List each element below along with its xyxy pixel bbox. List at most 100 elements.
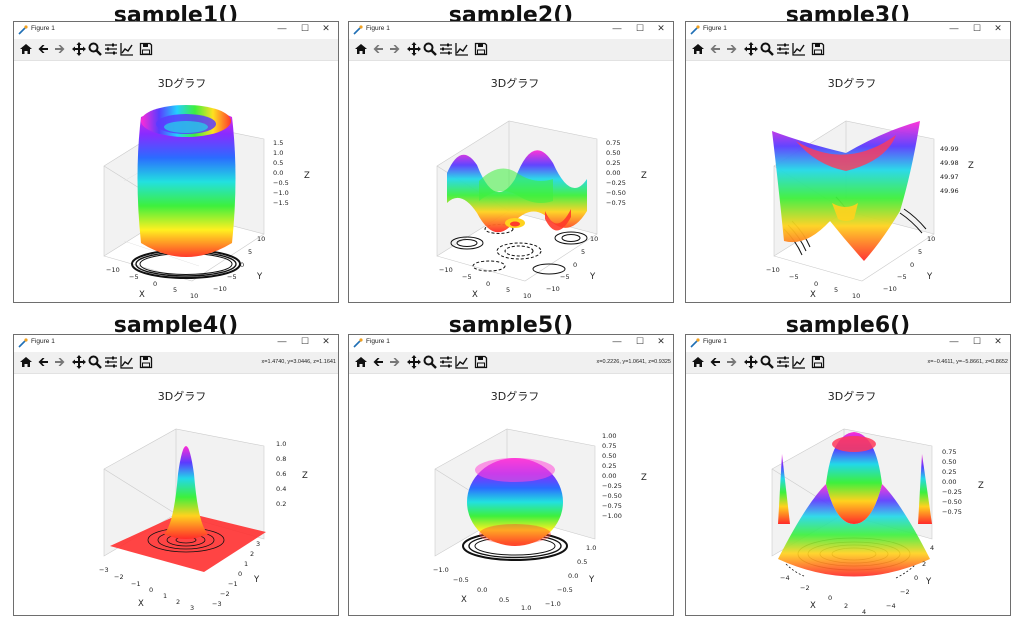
edit-axis-icon[interactable] [791,354,807,370]
forward-arrow-icon[interactable] [387,41,403,57]
minimize-button[interactable]: — [612,23,622,33]
pan-icon[interactable] [71,41,87,57]
maximize-button[interactable]: ☐ [300,23,310,33]
pan-icon[interactable] [71,354,87,370]
close-button[interactable]: ✕ [657,336,665,346]
pan-icon[interactable] [406,41,422,57]
close-button[interactable]: ✕ [322,23,330,33]
x-tick: 2 [176,598,180,606]
pan-icon[interactable] [406,354,422,370]
edit-axis-icon[interactable] [791,41,807,57]
close-button[interactable]: ✕ [994,23,1002,33]
window-titlebar[interactable]: Figure 1 — ☐ ✕ [14,22,338,39]
y-tick: −5 [227,273,237,281]
pan-icon[interactable] [743,354,759,370]
zoom-icon[interactable] [87,41,103,57]
home-icon[interactable] [353,354,369,370]
z-tick: −1.00 [602,512,622,520]
save-icon[interactable] [138,354,154,370]
torus-surface [137,105,236,257]
window-title: Figure 1 [31,25,55,32]
back-arrow-icon[interactable] [35,354,51,370]
configure-subplots-icon[interactable] [775,354,791,370]
navigation-toolbar: x=1.4740, y=3.0446, z=1.1641 [14,352,338,374]
minimize-button[interactable]: — [949,23,959,33]
maximize-button[interactable]: ☐ [635,23,645,33]
x-tick: 2 [844,602,848,610]
forward-arrow-icon[interactable] [52,354,68,370]
close-button[interactable]: ✕ [657,23,665,33]
zoom-icon[interactable] [759,41,775,57]
z-tick: 0.25 [606,159,620,167]
x-tick: 0 [828,594,832,602]
edit-axis-icon[interactable] [119,354,135,370]
forward-arrow-icon[interactable] [724,41,740,57]
window-titlebar[interactable]: Figure 1 — ☐ ✕ [686,335,1010,352]
edit-axis-icon[interactable] [454,41,470,57]
home-icon[interactable] [18,41,34,57]
close-button[interactable]: ✕ [322,336,330,346]
save-icon[interactable] [138,41,154,57]
minimize-button[interactable]: — [277,336,287,346]
plot-canvas[interactable]: 3Dグラフ 1.00 0.75 0.50 0.25 0.00 −0.25 −0.… [349,374,673,615]
sphere-surface [467,458,563,546]
back-arrow-icon[interactable] [707,41,723,57]
sample5-heading: sample5() [448,313,574,338]
plot-canvas[interactable]: 3Dグラフ 1.5 1.0 0.5 0.0 −0.5 −1.0 −1.5 Z −… [14,61,338,302]
x-tick: −10 [766,266,780,274]
forward-arrow-icon[interactable] [387,354,403,370]
plot-canvas[interactable]: 3Dグラフ 1.0 0.8 0.6 0.4 0.2 Z −3 −2 −1 0 1… [14,374,338,615]
z-tick: −0.50 [602,492,622,500]
x-tick: 5 [834,286,838,294]
minimize-button[interactable]: — [277,23,287,33]
save-icon[interactable] [473,354,489,370]
plot-canvas[interactable]: 3Dグラフ 49.99 49.98 49.97 49.96 Z −10 −5 0… [686,61,1010,302]
window-titlebar[interactable]: Figure 1 — ☐ ✕ [349,335,673,352]
save-icon[interactable] [810,354,826,370]
y-tick: 10 [257,235,265,243]
forward-arrow-icon[interactable] [724,354,740,370]
home-icon[interactable] [18,354,34,370]
maximize-button[interactable]: ☐ [300,336,310,346]
save-icon[interactable] [473,41,489,57]
z-tick: 0.50 [942,458,956,466]
home-icon[interactable] [690,354,706,370]
y-tick: −0.5 [557,586,573,594]
configure-subplots-icon[interactable] [438,41,454,57]
x-tick: 1 [163,592,167,600]
home-icon[interactable] [353,41,369,57]
window-titlebar[interactable]: Figure 1 — ☐ ✕ [686,22,1010,39]
window-titlebar[interactable]: Figure 1 — ☐ ✕ [14,335,338,352]
plot-canvas[interactable]: 3Dグラフ 0.75 0.50 0.25 0.00 −0.25 −0.50 −0… [349,61,673,302]
save-icon[interactable] [810,41,826,57]
home-icon[interactable] [690,41,706,57]
configure-subplots-icon[interactable] [103,41,119,57]
y-tick: 0.0 [568,572,578,580]
edit-axis-icon[interactable] [454,354,470,370]
minimize-button[interactable]: — [612,336,622,346]
close-button[interactable]: ✕ [994,336,1002,346]
back-arrow-icon[interactable] [35,41,51,57]
maximize-button[interactable]: ☐ [972,23,982,33]
back-arrow-icon[interactable] [370,354,386,370]
zoom-icon[interactable] [422,41,438,57]
pan-icon[interactable] [743,41,759,57]
zoom-icon[interactable] [759,354,775,370]
back-arrow-icon[interactable] [707,354,723,370]
edit-axis-icon[interactable] [119,41,135,57]
y-tick: 5 [581,248,585,256]
back-arrow-icon[interactable] [370,41,386,57]
configure-subplots-icon[interactable] [438,354,454,370]
minimize-button[interactable]: — [949,336,959,346]
configure-subplots-icon[interactable] [775,41,791,57]
window-titlebar[interactable]: Figure 1 — ☐ ✕ [349,22,673,39]
y-tick: 3 [256,540,260,548]
zoom-icon[interactable] [87,354,103,370]
maximize-button[interactable]: ☐ [635,336,645,346]
z-tick: 49.99 [940,145,959,153]
zoom-icon[interactable] [422,354,438,370]
maximize-button[interactable]: ☐ [972,336,982,346]
plot-canvas[interactable]: 3Dグラフ 0.75 0.50 0.25 0.00 −0.25 −0.50 −0… [686,374,1010,615]
configure-subplots-icon[interactable] [103,354,119,370]
forward-arrow-icon[interactable] [52,41,68,57]
